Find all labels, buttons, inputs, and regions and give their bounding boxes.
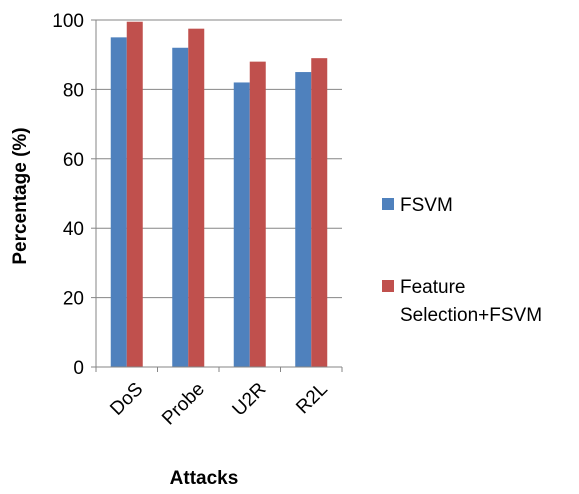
bars	[110, 21, 328, 368]
bar-feature-selection-fsvm-probe	[188, 28, 205, 368]
x-axis-tick-labels: DoS Probe U2R R2L	[106, 379, 331, 430]
y-axis-tick-labels: 0 20 40 60 80 100	[52, 11, 84, 379]
x-tick-label: Probe	[158, 379, 209, 430]
legend-swatch-fsvm	[382, 198, 394, 210]
legend-label-fsvm: FSVM	[400, 195, 453, 216]
y-tick-label: 60	[63, 150, 84, 171]
x-tick-label: U2R	[229, 379, 271, 421]
x-tick-label: DoS	[106, 379, 147, 420]
bar-fsvm-dos	[110, 37, 127, 367]
y-tick-label: 80	[63, 80, 84, 101]
bar-fsvm-u2r	[233, 82, 250, 368]
bar-feature-selection-fsvm-u2r	[249, 61, 266, 367]
legend: FSVM Feature Selection+FSVM	[382, 195, 542, 326]
legend-label-feature-selection-fsvm-line2: Selection+FSVM	[400, 305, 542, 326]
bar-fsvm-r2l	[295, 72, 312, 368]
legend-swatch-feature-selection-fsvm	[382, 280, 394, 292]
legend-label-feature-selection-fsvm-line1: Feature	[400, 277, 465, 298]
y-tick-label: 100	[52, 11, 84, 32]
bar-feature-selection-fsvm-dos	[126, 21, 143, 368]
x-axis-title: Attacks	[170, 468, 239, 489]
bar-fsvm-probe	[172, 47, 189, 367]
axes	[95, 20, 343, 372]
x-tick-label: R2L	[292, 379, 331, 418]
y-tick-label: 20	[63, 289, 84, 310]
bar-feature-selection-fsvm-r2l	[311, 58, 328, 368]
y-tick-label: 40	[63, 219, 84, 240]
y-tick-label: 0	[73, 358, 84, 379]
y-axis-title: Percentage (%)	[10, 127, 31, 264]
